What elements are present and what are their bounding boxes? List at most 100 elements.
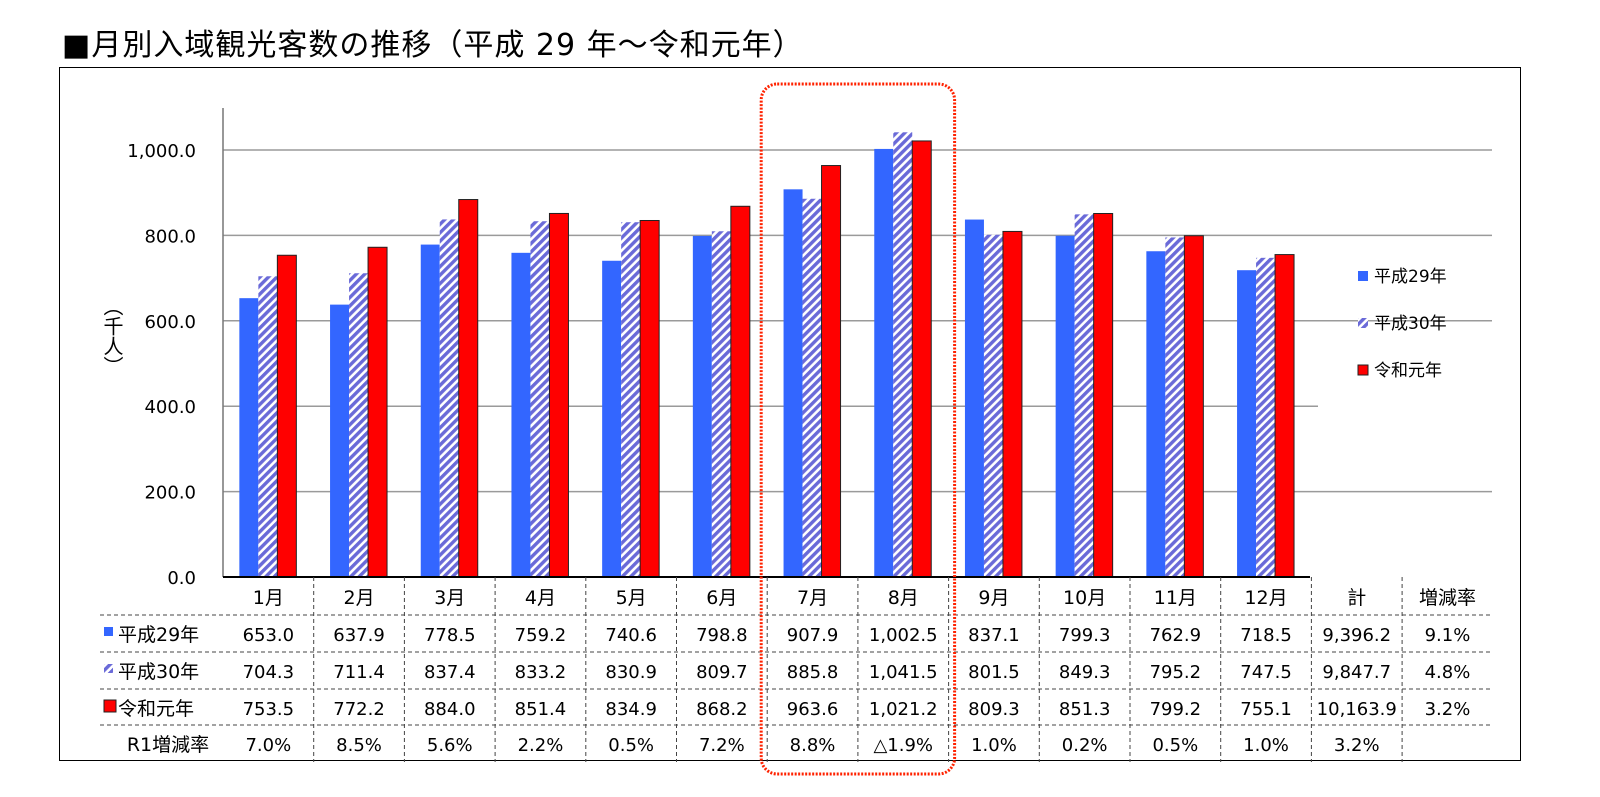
- gridlines: [223, 149, 1492, 493]
- bar-令和元年-9月: [1002, 230, 1023, 578]
- table-cell: 8.5%: [336, 735, 382, 756]
- bar-令和元年-12月: [1274, 254, 1295, 578]
- table-cell: 8.8%: [790, 735, 836, 756]
- bar-平成29年-8月: [874, 148, 894, 577]
- table-cell: 885.8: [787, 662, 839, 683]
- row-marker-icon: [104, 627, 113, 636]
- legend-swatch: [1358, 271, 1368, 281]
- y-tick-label: 0.0: [167, 568, 196, 589]
- table-cell: 5.6%: [427, 735, 473, 756]
- bar-令和元年-8月: [911, 140, 932, 578]
- y-tick-label: 1,000.0: [127, 141, 196, 162]
- bar-平成30年-2月: [349, 273, 369, 577]
- y-tick-label: 200.0: [144, 483, 196, 504]
- table-header-cell: 4月: [525, 587, 556, 609]
- legend-swatch: [1358, 318, 1368, 328]
- table-cell: 9,396.2: [1322, 625, 1391, 646]
- table-header-cell: 増減率: [1419, 587, 1476, 609]
- table-cell: 740.6: [605, 625, 657, 646]
- table-header-cell: 1月: [253, 587, 284, 609]
- table-header-cell: 9月: [978, 587, 1009, 609]
- table-row-label: 平成29年: [118, 624, 199, 646]
- bar-平成29年-1月: [239, 298, 259, 577]
- y-tick-label: 800.0: [144, 226, 196, 247]
- bar-平成30年-9月: [983, 234, 1003, 577]
- table-header-cell: 12月: [1244, 587, 1287, 609]
- bars: [223, 132, 1310, 578]
- table-cell: 3.2%: [1425, 699, 1471, 720]
- table-header-cell: 計: [1347, 587, 1366, 609]
- table-cell: △1.9%: [873, 735, 933, 756]
- bar-平成30年-11月: [1165, 237, 1185, 578]
- table-header-cell: 5月: [616, 587, 647, 609]
- table-cell: 884.0: [424, 699, 476, 720]
- table-cell: 711.4: [333, 662, 385, 683]
- table-cell: 799.3: [1059, 625, 1111, 646]
- bar-平成29年-9月: [964, 219, 984, 578]
- bar-平成30年-1月: [258, 276, 278, 577]
- table-cell: 10,163.9: [1317, 699, 1397, 720]
- table-cell: 637.9: [333, 625, 385, 646]
- table-cell: 4.8%: [1425, 662, 1471, 683]
- table-cell: 851.4: [515, 699, 567, 720]
- table-cell: 830.9: [605, 662, 657, 683]
- bar-平成30年-10月: [1074, 214, 1094, 577]
- table-header-cell: 8月: [888, 587, 919, 609]
- table-header-cell: 6月: [706, 587, 737, 609]
- table-cell: 753.5: [243, 699, 295, 720]
- table-row-label: 平成30年: [118, 661, 199, 683]
- bar-平成29年-12月: [1237, 270, 1257, 577]
- bar-平成29年-11月: [1146, 251, 1166, 577]
- bar-平成29年-3月: [420, 244, 440, 577]
- row-marker-icon: [104, 664, 113, 673]
- table-cell: 762.9: [1150, 625, 1202, 646]
- table-cell: 1,021.2: [869, 699, 938, 720]
- bar-平成30年-8月: [893, 132, 913, 578]
- bar-平成29年-7月: [783, 189, 803, 577]
- table-cell: 9,847.7: [1322, 662, 1391, 683]
- y-tick-label: 400.0: [144, 397, 196, 418]
- table-cell: 755.1: [1240, 699, 1292, 720]
- table-cell: 718.5: [1240, 625, 1292, 646]
- bar-令和元年-2月: [367, 246, 388, 578]
- table-cell: 1,002.5: [869, 625, 938, 646]
- bar-平成30年-6月: [711, 231, 731, 577]
- table-header-cell: 10月: [1063, 587, 1106, 609]
- table-cell: 778.5: [424, 625, 476, 646]
- bar-令和元年-4月: [548, 212, 569, 578]
- table-header-cell: 11月: [1154, 587, 1197, 609]
- legend-label: 平成29年: [1374, 267, 1447, 287]
- page-title: ■月別入域観光客数の推移（平成 29 年～令和元年）: [62, 28, 804, 63]
- table-cell: 0.5%: [1152, 735, 1198, 756]
- table-cell: 837.1: [968, 625, 1020, 646]
- table-cell: 833.2: [515, 662, 567, 683]
- table-cell: 868.2: [696, 699, 748, 720]
- table-cell: 1,041.5: [869, 662, 938, 683]
- table-cell: 7.2%: [699, 735, 745, 756]
- legend-swatch: [1357, 364, 1369, 376]
- table-cell: 747.5: [1240, 662, 1292, 683]
- y-axis-label: （千人）: [100, 296, 124, 376]
- table-cell: 849.3: [1059, 662, 1111, 683]
- chart-frame: [59, 67, 1521, 761]
- table-cell: 2.2%: [518, 735, 564, 756]
- bar-平成29年-2月: [330, 304, 350, 577]
- bar-令和元年-6月: [730, 205, 751, 578]
- bar-令和元年-1月: [276, 254, 297, 578]
- table-cell: 1.0%: [971, 735, 1017, 756]
- bar-平成30年-7月: [802, 198, 822, 577]
- table-cell: 0.5%: [608, 735, 654, 756]
- bar-令和元年-5月: [639, 219, 660, 578]
- legend-label: 令和元年: [1374, 361, 1442, 381]
- table-cell: 809.3: [968, 699, 1020, 720]
- bar-平成29年-10月: [1055, 235, 1075, 577]
- table-header-cell: 3月: [434, 587, 465, 609]
- table-cell: 0.2%: [1062, 735, 1108, 756]
- y-axis: 0.0 200.0 400.0 600.0 800.0 1,000.0: [127, 108, 224, 589]
- bar-令和元年-11月: [1183, 235, 1204, 578]
- table-row-label: 令和元年: [118, 698, 194, 720]
- table-cell: 798.8: [696, 625, 748, 646]
- bar-令和元年-10月: [1093, 212, 1114, 578]
